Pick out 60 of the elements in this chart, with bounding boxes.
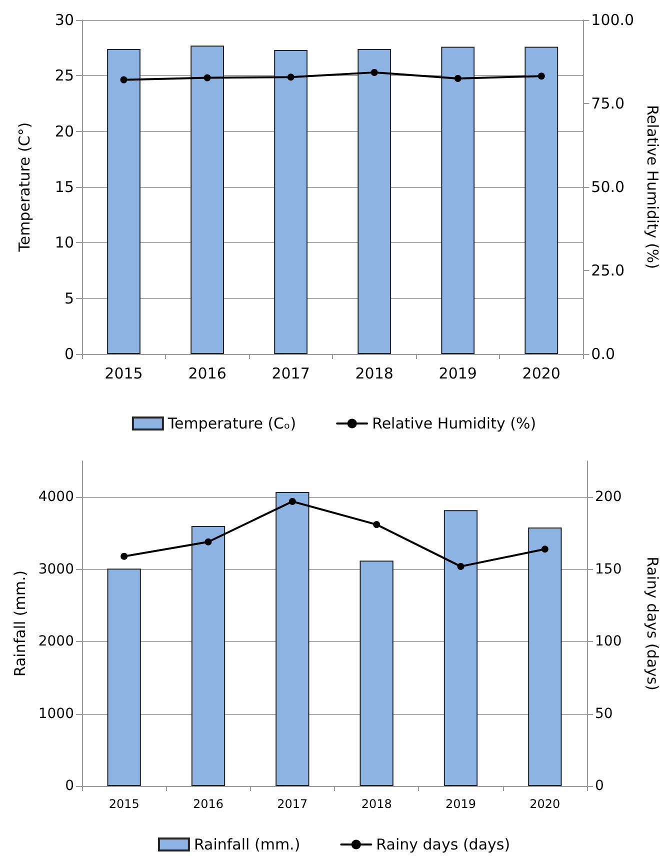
y2-tick-label: 100.0 bbox=[591, 11, 634, 29]
y-tick-label: 20 bbox=[54, 122, 74, 140]
legend-label: Rainy days (days) bbox=[376, 836, 510, 854]
bar bbox=[528, 527, 562, 786]
x-tick-label: 2017 bbox=[272, 364, 310, 382]
y-tick-label: 30 bbox=[54, 11, 74, 29]
y-tick-label: 0 bbox=[65, 778, 74, 794]
point bbox=[204, 74, 211, 82]
x-tick-label: 2019 bbox=[445, 797, 476, 811]
y-axis-title: Temperature (C°) bbox=[16, 122, 34, 253]
x-tick-label: 2016 bbox=[192, 797, 224, 811]
y-tick-label: 4000 bbox=[38, 489, 74, 506]
point bbox=[287, 74, 294, 81]
x-tick-label: 2017 bbox=[277, 797, 308, 811]
bar bbox=[276, 492, 310, 786]
point bbox=[373, 521, 380, 528]
y-tick-label: 0 bbox=[64, 345, 74, 363]
y-tick-label: 1000 bbox=[38, 706, 74, 722]
legend-label: Relative Humidity (%) bbox=[372, 414, 536, 432]
y2-tick-label: 100 bbox=[595, 634, 622, 650]
y2-tick-label: 0.0 bbox=[591, 345, 616, 363]
x-tick-label: 2020 bbox=[530, 797, 560, 811]
point bbox=[120, 76, 128, 84]
y-tick-label: 25 bbox=[54, 66, 74, 85]
y-tick-label: 3000 bbox=[38, 561, 74, 578]
y-tick-label: 5 bbox=[64, 289, 74, 308]
bar bbox=[191, 526, 226, 786]
legend-label: Temperature (Cₒ) bbox=[166, 414, 296, 432]
point bbox=[288, 498, 296, 505]
y2-axis-title: Rainy days (days) bbox=[644, 556, 662, 690]
point bbox=[454, 74, 462, 82]
point bbox=[120, 552, 128, 560]
point bbox=[204, 538, 212, 546]
point bbox=[541, 546, 548, 553]
y2-tick-label: 25.0 bbox=[591, 262, 625, 280]
y-axis-title: Rainfall (mm.) bbox=[10, 570, 29, 677]
bar bbox=[107, 568, 141, 786]
y-tick-label: 2000 bbox=[38, 634, 74, 650]
point bbox=[538, 72, 545, 80]
bar bbox=[360, 560, 394, 786]
y2-tick-label: 150 bbox=[595, 561, 622, 578]
bar bbox=[444, 510, 478, 786]
point bbox=[457, 562, 464, 570]
x-tick-label: 2020 bbox=[522, 364, 560, 382]
y2-tick-label: 50 bbox=[595, 706, 613, 722]
x-tick-label: 2015 bbox=[104, 364, 143, 382]
y2-tick-label: 75.0 bbox=[591, 94, 625, 112]
x-tick-label: 2018 bbox=[355, 364, 394, 382]
x-tick-label: 2015 bbox=[108, 797, 140, 811]
x-tick-label: 2018 bbox=[361, 797, 392, 811]
y2-axis-title: Relative Humidity (%) bbox=[644, 105, 662, 269]
y2-tick-label: 0 bbox=[595, 778, 604, 794]
y2-tick-label: 200 bbox=[595, 489, 622, 506]
y2-tick-label: 50.0 bbox=[591, 178, 625, 196]
y-tick-label: 10 bbox=[54, 234, 74, 252]
point bbox=[370, 68, 378, 76]
x-tick-label: 2019 bbox=[438, 364, 477, 382]
legend-label: Rainfall (mm.) bbox=[194, 836, 300, 854]
y-tick-label: 15 bbox=[54, 178, 74, 196]
x-tick-label: 2016 bbox=[188, 364, 226, 382]
